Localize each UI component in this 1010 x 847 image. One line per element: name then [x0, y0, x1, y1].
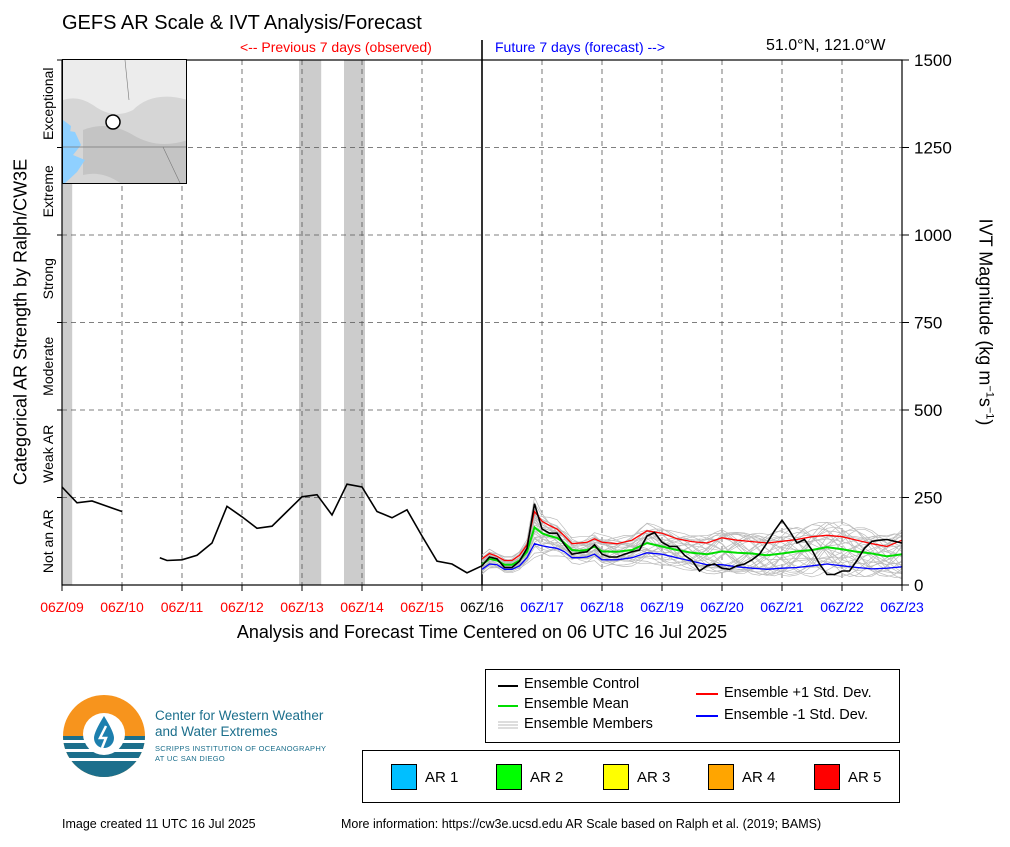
logo-line-4: AT UC SAN DIEGO	[155, 754, 226, 763]
ar-period-shade	[299, 60, 322, 585]
ensemble-member-line	[481, 529, 903, 575]
line-legend: Ensemble Control Ensemble Mean Ensemble …	[485, 669, 900, 743]
location-label: 51.0°N, 121.0°W	[766, 37, 886, 54]
category-label: Exceptional	[40, 68, 56, 140]
ar-1-label: AR 1	[425, 769, 459, 786]
ensemble-member-line	[481, 508, 903, 570]
legend-plus-sd: Ensemble +1 Std. Dev.	[724, 685, 872, 701]
observed-ivt-line	[159, 483, 483, 574]
observed-ivt-line	[61, 486, 123, 513]
x-tick-label: 06Z/11	[161, 599, 204, 615]
ensemble-member-line	[481, 526, 903, 577]
y-tick-label: 1500	[914, 51, 952, 70]
x-tick-label: 06Z/21	[760, 599, 804, 615]
legend-mean: Ensemble Mean	[524, 696, 629, 712]
x-tick-label: 06Z/10	[100, 599, 144, 615]
series-control-line	[481, 503, 903, 576]
ar-4-swatch	[708, 764, 734, 790]
ar-2-label: AR 2	[530, 769, 564, 786]
ar-3-swatch	[603, 764, 629, 790]
line-legend-swatches	[498, 685, 718, 729]
x-tick-label: 06Z/09	[40, 599, 84, 615]
ar-2-swatch	[496, 764, 522, 790]
category-label: Extreme	[40, 165, 56, 217]
more-info-label: More information: https://cw3e.ucsd.edu …	[341, 817, 822, 831]
ensemble-member-line	[481, 532, 903, 570]
x-tick-label: 06Z/12	[220, 599, 264, 615]
cw3e-logo-icon	[63, 695, 145, 777]
future-days-label: Future 7 days (forecast) -->	[495, 39, 666, 55]
y-tick-label: 1000	[914, 226, 952, 245]
x-tick-label: 06Z/15	[400, 599, 444, 615]
x-tick-label: 06Z/16	[460, 599, 504, 615]
x-axis-label: Analysis and Forecast Time Centered on 0…	[236, 622, 728, 642]
category-label: Not an AR	[40, 509, 56, 573]
ar-1-swatch	[391, 764, 417, 790]
previous-days-label: <-- Previous 7 days (observed)	[240, 39, 432, 55]
ar-4-label: AR 4	[742, 769, 776, 786]
legend-minus-sd: Ensemble -1 Std. Dev.	[724, 707, 868, 723]
y-tick-label: 250	[914, 489, 942, 508]
ar-5-swatch	[814, 764, 840, 790]
category-label: Strong	[40, 258, 56, 299]
y-tick-label: 500	[914, 401, 942, 420]
inset-map	[62, 59, 187, 184]
ensemble-member-line	[481, 527, 903, 573]
ar-legend: AR 1 AR 2 AR 3 AR 4 AR 5	[362, 750, 900, 803]
location-marker-icon	[105, 114, 121, 130]
logo-line-3: SCRIPPS INSTITUTION OF OCEANOGRAPHY	[155, 744, 327, 753]
x-tick-label: 06Z/22	[820, 599, 864, 615]
x-tick-label: 06Z/17	[520, 599, 564, 615]
legend-control: Ensemble Control	[524, 676, 640, 692]
category-label: Moderate	[40, 336, 56, 395]
ivt-chart: 0 250 500 750 1000 1250 1500 Not an AR Weak AR Mo…	[40, 40, 952, 615]
x-tick-label: 06Z/18	[580, 599, 624, 615]
x-tick-label: 06Z/23	[880, 599, 924, 615]
logo-line-2: and Water Extremes	[155, 724, 278, 739]
y-tick-label: 750	[914, 314, 942, 333]
x-tick-label: 06Z/13	[280, 599, 324, 615]
ensemble-member-line	[481, 529, 903, 573]
inset-map-graphic	[63, 60, 186, 183]
ensemble-member-line	[481, 526, 903, 574]
x-tick-label: 06Z/20	[700, 599, 744, 615]
category-label: Weak AR	[40, 425, 56, 483]
logo-line-1: Center for Western Weather	[155, 708, 324, 723]
y-tick-label: 0	[914, 576, 923, 595]
ar-3-label: AR 3	[637, 769, 671, 786]
chart-title: GEFS AR Scale & IVT Analysis/Forecast	[62, 12, 422, 34]
y-tick-label: 1250	[914, 139, 952, 158]
x-tick-label: 06Z/19	[640, 599, 684, 615]
x-tick-label: 06Z/14	[340, 599, 384, 615]
legend-members: Ensemble Members	[524, 716, 653, 732]
ar-period-shade	[62, 60, 73, 585]
series-minus-sd-line	[481, 542, 903, 570]
ensemble-member-line	[481, 516, 903, 575]
ar-5-label: AR 5	[848, 769, 882, 786]
image-created-label: Image created 11 UTC 16 Jul 2025	[62, 817, 256, 831]
ensemble-member-line	[481, 527, 903, 578]
